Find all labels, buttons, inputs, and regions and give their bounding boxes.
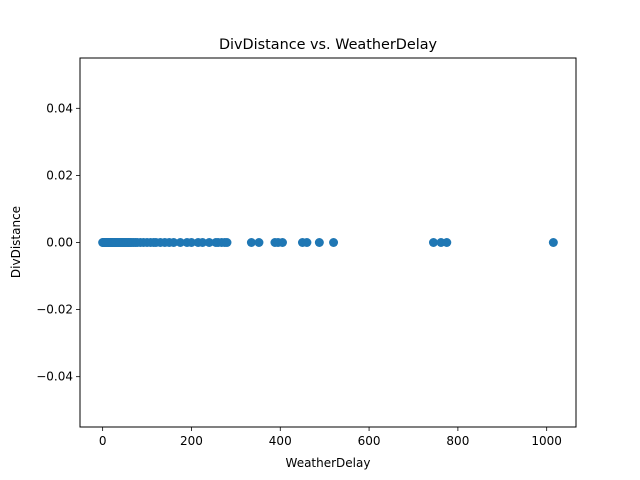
data-point — [246, 238, 256, 247]
y-tick-label: −0.04 — [36, 370, 73, 384]
y-axis-label: DivDistance — [9, 206, 23, 278]
x-tick-label: 0 — [99, 434, 107, 448]
chart-title: DivDistance vs. WeatherDelay — [219, 37, 438, 53]
y-tick-label: 0.00 — [46, 236, 73, 250]
x-tick-label: 800 — [446, 434, 469, 448]
data-point — [302, 238, 312, 247]
data-point — [314, 238, 324, 247]
y-tick-label: −0.02 — [36, 303, 73, 317]
x-tick-label: 200 — [180, 434, 203, 448]
x-tick-label: 400 — [269, 434, 292, 448]
x-axis-label: WeatherDelay — [286, 456, 371, 470]
x-tick-label: 600 — [358, 434, 381, 448]
data-point — [198, 238, 208, 247]
data-point — [428, 238, 438, 247]
data-point — [277, 238, 287, 247]
data-point — [442, 238, 452, 247]
data-point — [548, 238, 558, 247]
y-axis-ticks: −0.04 −0.02 0.00 0.02 0.04 — [36, 101, 80, 384]
x-tick-label: 1000 — [531, 434, 562, 448]
data-point — [175, 238, 185, 247]
data-point — [186, 238, 196, 247]
data-point — [204, 238, 214, 247]
data-point — [254, 238, 264, 247]
data-point — [222, 238, 232, 247]
y-tick-label: 0.02 — [46, 168, 73, 182]
y-tick-label: 0.04 — [46, 101, 73, 115]
data-point — [169, 238, 179, 247]
data-point — [329, 238, 339, 247]
x-axis-ticks: 0 200 400 600 800 1000 — [99, 427, 562, 448]
data-points — [98, 238, 558, 247]
